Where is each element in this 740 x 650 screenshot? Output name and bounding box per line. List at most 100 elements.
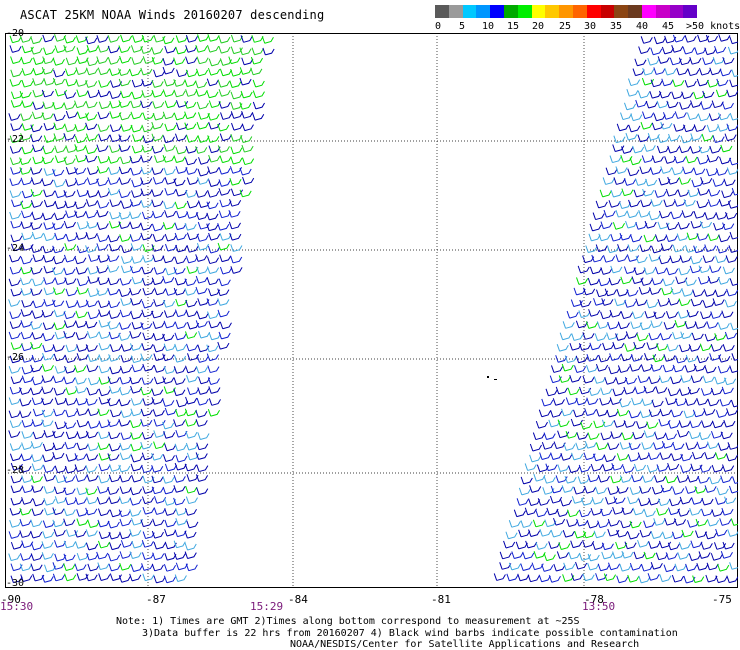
wind-barb xyxy=(250,56,264,65)
wind-barb xyxy=(719,398,732,407)
wind-barb xyxy=(108,386,122,394)
legend-swatch xyxy=(614,5,629,18)
wind-barb xyxy=(107,254,120,263)
wind-barb xyxy=(31,231,44,240)
wind-barb xyxy=(52,507,65,516)
wind-barb xyxy=(196,464,209,473)
wind-barb xyxy=(586,354,599,362)
wind-barb xyxy=(616,575,629,584)
wind-barb xyxy=(131,256,144,264)
wind-barb xyxy=(151,397,164,405)
wind-barb xyxy=(218,101,231,109)
wind-barb xyxy=(545,388,558,397)
wind-barb xyxy=(65,529,79,537)
wind-barb xyxy=(109,542,122,551)
wind-barb xyxy=(587,277,600,286)
wind-barb xyxy=(140,387,153,396)
wind-barb xyxy=(659,408,672,417)
wind-barb xyxy=(52,102,65,110)
wind-barb xyxy=(98,342,111,351)
wind-barb xyxy=(142,112,155,120)
wind-barb xyxy=(64,421,77,430)
wind-barb xyxy=(152,101,165,109)
wind-barb xyxy=(53,133,66,141)
wind-barb xyxy=(153,287,167,296)
wind-barb xyxy=(185,299,198,308)
wind-barb xyxy=(575,320,589,329)
wind-barb xyxy=(140,322,153,330)
lon-label: -90 xyxy=(1,593,21,606)
wind-barb xyxy=(609,309,622,318)
wind-barb xyxy=(686,309,699,318)
wind-barb xyxy=(600,221,613,230)
wind-barb xyxy=(242,176,255,185)
wind-barb xyxy=(53,122,66,131)
wind-barb xyxy=(612,341,625,350)
wind-barb xyxy=(9,35,22,44)
wind-barb xyxy=(118,575,131,583)
wind-barb xyxy=(63,518,76,527)
wind-barb xyxy=(119,486,132,494)
wind-barb xyxy=(173,266,186,275)
wind-barb xyxy=(702,90,715,99)
wind-barb xyxy=(650,47,663,56)
wind-barb xyxy=(583,287,596,296)
wind-barb xyxy=(65,166,78,175)
wind-barb xyxy=(607,321,620,330)
wind-barb xyxy=(64,124,77,133)
wind-barb xyxy=(616,123,629,132)
legend-swatch xyxy=(503,5,518,18)
wind-barb xyxy=(603,573,617,582)
wind-barb xyxy=(9,135,22,144)
wind-barb xyxy=(219,233,232,241)
wind-barb xyxy=(85,232,98,240)
wind-barb xyxy=(664,432,677,441)
wind-barb xyxy=(129,199,142,207)
wind-barb xyxy=(721,190,734,199)
wind-barb xyxy=(30,542,44,551)
wind-barb xyxy=(217,341,230,350)
wind-barb xyxy=(638,287,651,295)
wind-barb xyxy=(553,563,566,572)
wind-barb xyxy=(162,476,175,484)
wind-barb xyxy=(543,476,556,484)
wind-barb xyxy=(8,113,21,121)
wind-barb xyxy=(702,300,715,308)
wind-barb xyxy=(186,520,199,529)
wind-barb xyxy=(54,331,67,340)
wind-barb xyxy=(729,157,738,166)
wind-barb xyxy=(641,442,654,450)
wind-barb xyxy=(717,563,730,572)
wind-barb xyxy=(649,167,663,175)
wind-barb xyxy=(109,573,122,582)
wind-barb xyxy=(546,507,559,516)
wind-barb xyxy=(41,397,54,406)
wind-barb xyxy=(626,289,639,297)
wind-barb xyxy=(241,111,254,119)
wind-barb xyxy=(651,245,664,254)
wind-barb xyxy=(118,190,131,199)
wind-barb xyxy=(628,442,641,451)
wind-barb xyxy=(76,56,89,65)
legend-label: 40 xyxy=(636,21,649,32)
wind-barb xyxy=(64,91,77,99)
wind-barb xyxy=(239,189,252,198)
legend-swatch xyxy=(641,5,656,18)
wind-barb xyxy=(631,397,644,406)
wind-barb xyxy=(690,133,703,141)
wind-barb xyxy=(10,485,23,494)
wind-barb xyxy=(85,122,98,131)
wind-barb xyxy=(76,408,89,416)
wind-barb xyxy=(556,509,569,517)
wind-barb xyxy=(610,431,623,439)
wind-barb xyxy=(152,321,165,329)
wind-barb xyxy=(250,67,263,76)
wind-barb xyxy=(175,454,188,463)
wind-barb xyxy=(511,551,524,560)
wind-barb xyxy=(690,463,703,472)
wind-barb xyxy=(21,123,34,131)
wind-barb xyxy=(30,322,43,330)
wind-barb xyxy=(163,343,176,352)
wind-barb xyxy=(559,498,573,507)
wind-barb xyxy=(163,366,176,375)
